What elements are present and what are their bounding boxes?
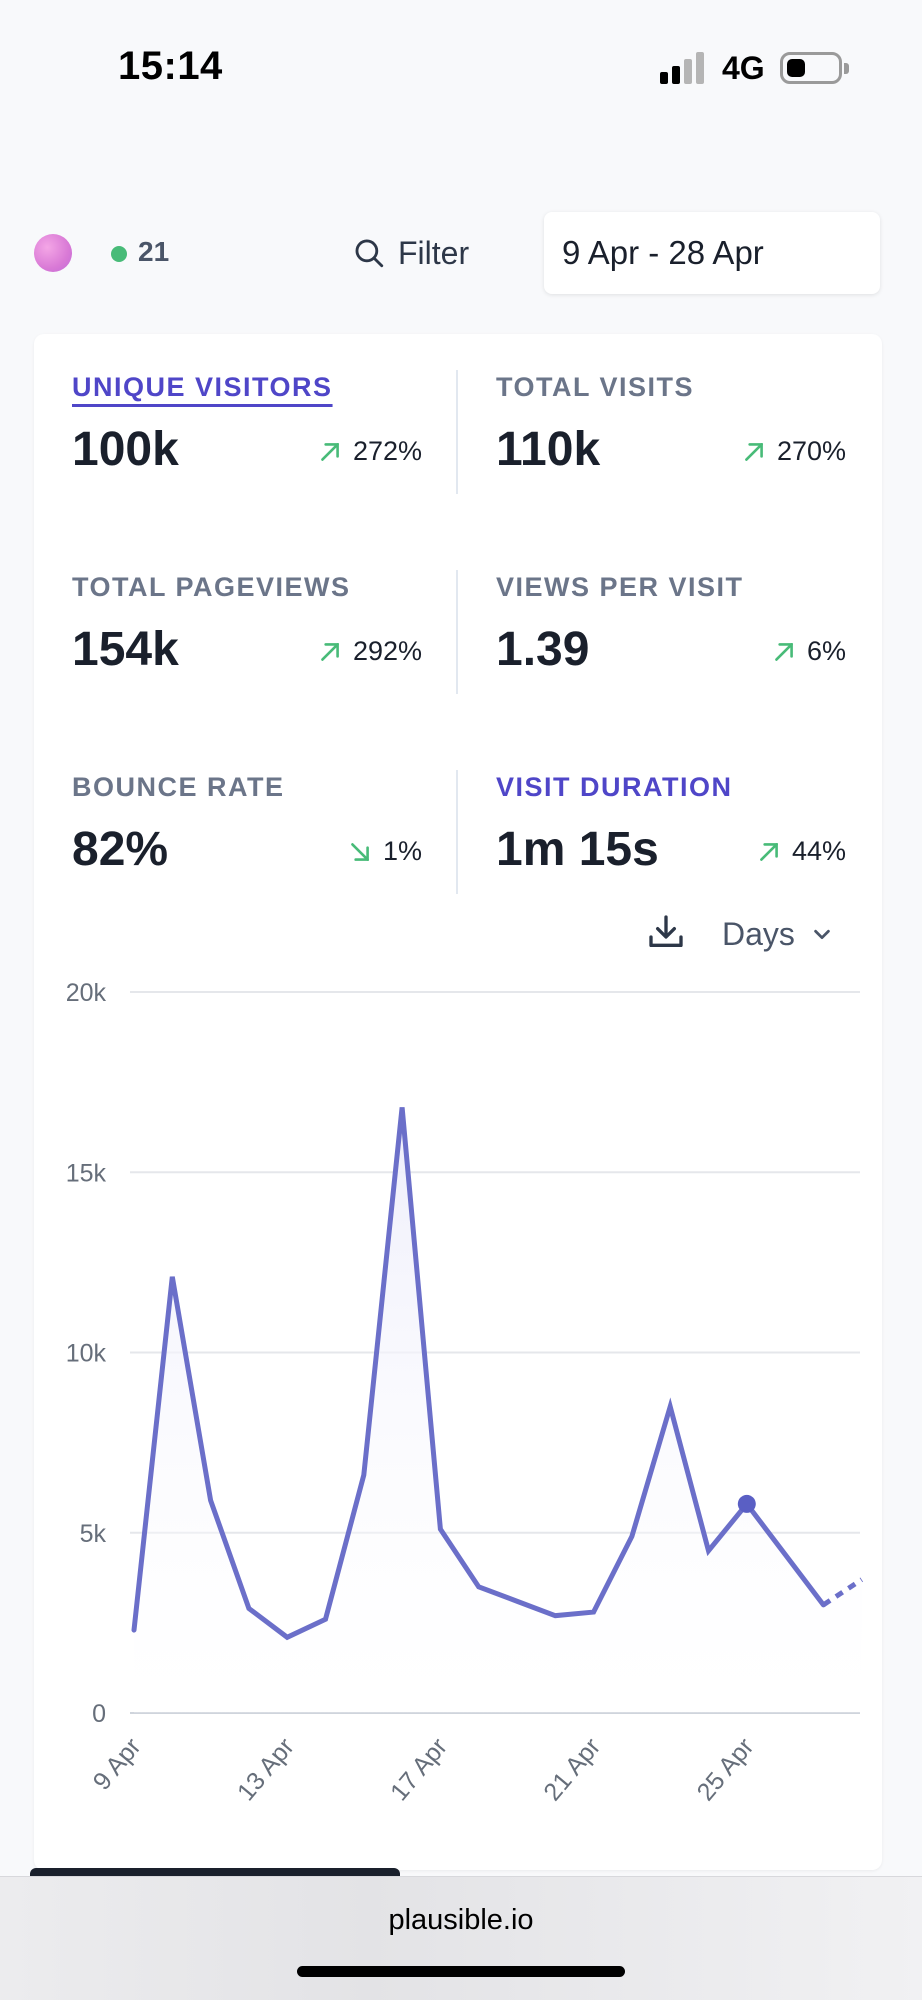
metric-value: 154k [72, 623, 179, 676]
status-time: 15:14 [118, 44, 223, 88]
network-type: 4G [722, 50, 765, 86]
data-point [398, 1103, 406, 1111]
data-point [628, 1532, 636, 1540]
metric-views-per-visit[interactable]: VIEWS PER VISIT 1.39 6% [496, 534, 846, 676]
arrow-up-right-icon [775, 642, 793, 661]
metric-visit-duration[interactable]: VISIT DURATION 1m 15s 44% [496, 734, 846, 876]
data-point [781, 1550, 789, 1558]
metric-label: VIEWS PER VISIT [496, 572, 744, 602]
current-visitors-count[interactable]: 21 [138, 236, 170, 267]
metric-value: 110k [496, 423, 601, 476]
visitors-line-chart[interactable]: 0 5k 10k 15k 20k 9 Apr 13 Apr 17 Apr 21 Apr 25 Ap… [34, 334, 882, 1870]
interval-select[interactable]: Days [722, 912, 833, 956]
search-icon [355, 239, 384, 268]
metric-value: 1m 15s [496, 823, 659, 876]
metric-total-visits[interactable]: TOTAL VISITS 110k 270% [496, 334, 846, 476]
metric-change-value: 6% [806, 636, 846, 666]
metric-change: 292% [317, 636, 422, 667]
metric-change: 1% [347, 836, 422, 867]
status-bar: 15:14 4G [0, 0, 922, 140]
arrow-up-right-icon [321, 442, 339, 461]
y-tick-label: 5k [80, 1520, 107, 1548]
metric-label: TOTAL VISITS [496, 372, 695, 402]
browser-address-bar[interactable] [0, 1876, 922, 2000]
data-point [590, 1608, 598, 1616]
data-point [168, 1273, 176, 1281]
data-point [245, 1604, 253, 1612]
download-icon [649, 915, 683, 947]
url-text[interactable]: plausible.io [388, 1904, 534, 1936]
metric-value: 100k [72, 423, 179, 476]
data-point [322, 1615, 330, 1623]
data-point [513, 1597, 521, 1605]
metric-change: 270% [741, 436, 846, 467]
battery-icon [780, 52, 849, 84]
divider [456, 570, 458, 694]
arrow-up-right-icon [321, 642, 339, 661]
y-tick-label: 15k [66, 1159, 107, 1187]
filter-label: Filter [398, 234, 470, 271]
metric-change: 6% [771, 636, 846, 667]
divider [456, 770, 458, 894]
metric-unique-visitors[interactable]: UNIQUE VISITORS 100k 272% [72, 334, 422, 476]
metric-change: 272% [317, 436, 422, 467]
live-indicator-icon [111, 246, 127, 262]
filter-button[interactable]: Filter [352, 228, 469, 278]
data-point [475, 1583, 483, 1591]
data-point [130, 1626, 138, 1634]
metric-change: 44% [756, 836, 846, 867]
arrow-up-right-icon [745, 442, 763, 461]
highlighted-data-point [737, 1494, 756, 1513]
scroll-indicator [30, 1868, 400, 1878]
metric-label: UNIQUE VISITORS [72, 372, 333, 402]
data-point [858, 1576, 866, 1584]
data-point [551, 1612, 559, 1620]
home-indicator[interactable] [297, 1966, 625, 1977]
metric-label: TOTAL PAGEVIEWS [72, 572, 351, 602]
metric-label: VISIT DURATION [496, 772, 733, 802]
x-tick-label: 17 Apr [385, 1733, 453, 1806]
data-point [207, 1496, 215, 1504]
data-point [360, 1471, 368, 1479]
data-point [436, 1525, 444, 1533]
y-tick-label: 0 [92, 1700, 106, 1728]
signal-strength-icon [660, 52, 708, 84]
interval-label: Days [722, 915, 795, 952]
y-tick-label: 10k [66, 1340, 107, 1368]
metric-change-value: 272% [352, 436, 422, 466]
metric-change-value: 270% [776, 436, 846, 466]
arrow-up-right-icon [760, 842, 778, 861]
metric-bounce-rate[interactable]: BOUNCE RATE 82% 1% [72, 734, 422, 876]
arrow-down-right-icon [351, 842, 369, 861]
divider [456, 370, 458, 494]
series-area [134, 1107, 862, 1713]
dashboard-card: UNIQUE VISITORS 100k 272% TOTAL VISITS 1… [34, 334, 882, 1870]
x-tick-label: 13 Apr [232, 1733, 300, 1806]
data-point [283, 1633, 291, 1641]
series-line-incomplete [822, 1577, 864, 1607]
metric-total-pageviews[interactable]: TOTAL PAGEVIEWS 154k 292% [72, 534, 422, 676]
x-tick-label: 25 Apr [691, 1733, 759, 1806]
metric-value: 1.39 [496, 623, 590, 676]
y-tick-label: 20k [66, 979, 107, 1007]
metric-change-value: 1% [382, 836, 422, 866]
x-tick-label: 9 Apr [88, 1733, 147, 1796]
site-favicon[interactable] [34, 234, 72, 272]
download-button[interactable] [646, 912, 686, 952]
metric-change-value: 44% [791, 836, 846, 866]
data-point [666, 1403, 674, 1411]
data-point [705, 1547, 713, 1555]
chevron-down-icon [814, 929, 830, 940]
metric-change-value: 292% [352, 636, 422, 666]
x-tick-label: 21 Apr [538, 1733, 606, 1806]
data-point [819, 1601, 827, 1609]
metric-label: BOUNCE RATE [72, 772, 285, 802]
date-range-picker[interactable]: 9 Apr - 28 Apr [544, 212, 880, 294]
series-line [131, 1107, 826, 1641]
metric-value: 82% [72, 823, 169, 876]
